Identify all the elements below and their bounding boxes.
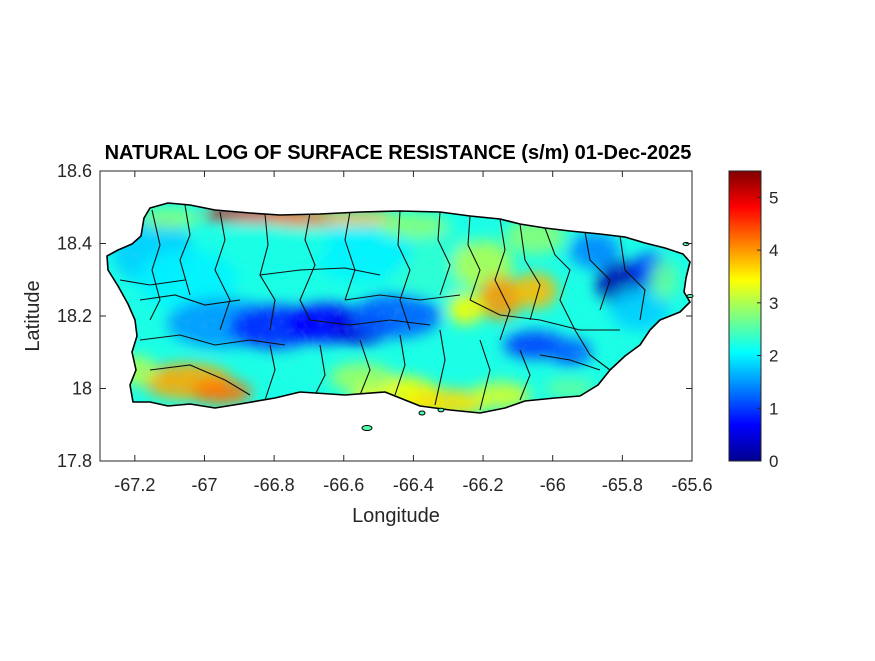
- colorbar-tick-label: 2: [769, 347, 778, 366]
- x-tick-label: -67: [191, 475, 217, 495]
- x-tick-label: -66.4: [393, 475, 434, 495]
- municipality-boundary: [437, 211, 451, 296]
- colorbar-tick-label: 1: [769, 399, 778, 418]
- municipality-boundary: [139, 334, 286, 346]
- municipality-boundary: [574, 329, 611, 371]
- municipality-boundary: [259, 267, 381, 276]
- municipality-boundaries: [119, 204, 646, 411]
- colorbar-gradient: [728, 170, 762, 462]
- y-tick-label: 18.2: [57, 306, 92, 326]
- islet: [686, 294, 694, 298]
- colorbar-tick-label: 4: [769, 241, 778, 260]
- x-tick-label: -66.2: [463, 475, 504, 495]
- island-outline: [106, 202, 691, 414]
- colorbar-tick-label: 0: [769, 452, 778, 471]
- municipality-boundary: [467, 215, 481, 301]
- municipality-boundary: [519, 223, 541, 321]
- municipality-boundary: [479, 339, 491, 411]
- municipality-boundary: [139, 294, 241, 306]
- y-axis-label: Latitude: [22, 280, 44, 351]
- municipality-boundary: [149, 209, 161, 321]
- municipality-boundary: [539, 354, 601, 371]
- municipality-boundary: [264, 344, 276, 401]
- y-tick-label: 17.8: [57, 451, 92, 471]
- colorbar-tick-label: 3: [769, 294, 778, 313]
- y-tick-label: 18.4: [57, 234, 92, 254]
- islet: [361, 425, 373, 431]
- municipality-boundary: [344, 211, 356, 301]
- x-tick-label: -65.8: [602, 475, 643, 495]
- y-axis: 17.8 18 18.2 18.4 18.6: [57, 161, 692, 471]
- municipality-boundary: [544, 227, 576, 331]
- y-tick-label: 18: [72, 379, 92, 399]
- municipality-boundary: [394, 334, 406, 396]
- municipality-boundary: [619, 235, 646, 321]
- municipality-boundary: [434, 329, 446, 406]
- municipality-boundary: [299, 212, 316, 321]
- x-tick-label: -67.2: [114, 475, 155, 495]
- municipality-boundary: [494, 218, 511, 341]
- x-tick-label: -66.6: [323, 475, 364, 495]
- colorbar-tick-label: 5: [769, 188, 778, 207]
- x-tick-label: -66: [540, 475, 566, 495]
- x-axis: -67.2 -67 -66.8 -66.6 -66.4 -66.2 -66 -65.8 -65.…: [114, 171, 713, 495]
- islet: [418, 410, 426, 416]
- municipality-boundary: [469, 299, 620, 331]
- islet: [437, 407, 445, 413]
- municipality-boundary: [214, 211, 231, 331]
- municipality-boundary: [519, 349, 531, 401]
- municipality-boundary: [359, 339, 371, 396]
- municipality-boundary: [584, 231, 611, 311]
- municipality-boundary: [397, 210, 411, 331]
- map-title: NATURAL LOG OF SURFACE RESISTANCE (s/m) …: [104, 142, 692, 164]
- municipality-boundary: [344, 294, 461, 301]
- colorbar: 0 1 2 3 4 5: [728, 170, 778, 471]
- municipality-boundary: [314, 344, 326, 396]
- municipality-boundary: [149, 364, 251, 396]
- x-tick-label: -66.8: [254, 475, 295, 495]
- municipality-boundary: [309, 319, 431, 326]
- x-axis-label: Longitude: [352, 505, 440, 527]
- x-tick-label: -65.6: [671, 475, 712, 495]
- municipality-boundary: [179, 204, 191, 296]
- y-tick-label: 18.6: [57, 161, 92, 181]
- municipality-boundary: [119, 279, 186, 286]
